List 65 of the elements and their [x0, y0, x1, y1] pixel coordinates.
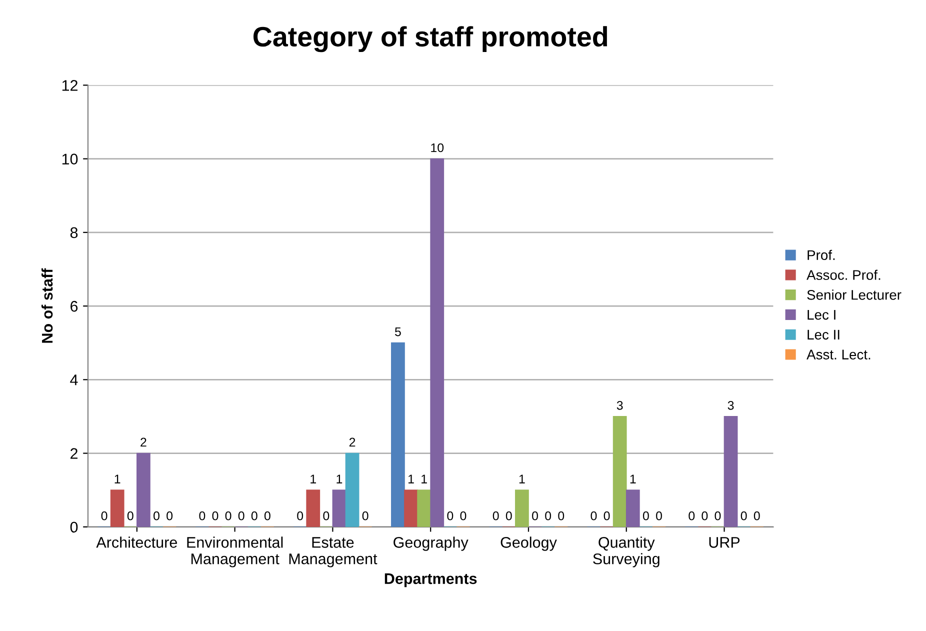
x-tick-label: Quantity Surveying: [593, 536, 660, 568]
y-tick-label: 12: [62, 80, 78, 91]
x-axis-title: Departments: [384, 573, 477, 588]
data-label: 0: [447, 511, 454, 520]
data-label: 0: [558, 511, 564, 520]
data-label: 0: [506, 511, 512, 520]
y-tick-label: 10: [62, 154, 78, 164]
data-label: 0: [101, 511, 108, 520]
y-tick-label: 0: [70, 522, 78, 533]
chart-title: Category of staff promoted: [253, 26, 608, 52]
data-label: 0: [460, 511, 466, 520]
data-label: 0: [297, 511, 304, 520]
data-label: 1: [408, 474, 414, 484]
y-tick-label: 4: [70, 374, 78, 386]
y-axis-title: No of staff: [41, 268, 53, 343]
legend-label: Assoc. Prof.: [806, 270, 880, 280]
data-label: 0: [532, 511, 538, 520]
data-label: 5: [394, 327, 401, 336]
data-label: 0: [714, 511, 721, 520]
data-label: 3: [728, 400, 734, 410]
data-label: 0: [702, 511, 708, 520]
data-label: 0: [642, 511, 649, 520]
y-tick-label: 2: [70, 448, 78, 459]
data-label: 0: [251, 511, 258, 520]
data-label: 0: [225, 511, 232, 520]
data-label: 10: [431, 143, 444, 152]
x-tick-label: Geology: [500, 536, 557, 551]
data-label: 0: [323, 511, 330, 520]
data-label: 0: [238, 511, 244, 520]
data-label: 0: [604, 511, 610, 520]
legend-label: Prof.: [808, 250, 835, 260]
x-tick-label: URP: [709, 537, 740, 548]
data-label: 0: [656, 511, 662, 520]
data-label: 0: [127, 511, 134, 520]
x-tick-label: Estate Management: [289, 537, 378, 568]
data-label: 1: [519, 474, 525, 484]
data-label: 0: [212, 511, 218, 520]
data-label: 0: [740, 511, 747, 520]
y-tick-label: 8: [70, 227, 78, 238]
legend-label: Lec I: [808, 310, 836, 320]
data-label: 1: [114, 474, 120, 484]
data-label: 0: [545, 511, 552, 520]
data-label: 1: [422, 474, 427, 484]
data-label: 2: [140, 438, 146, 447]
data-label: 0: [590, 511, 597, 520]
legend-label: Lec II: [808, 330, 840, 340]
data-label: 0: [154, 511, 160, 520]
x-tick-label: Geography: [394, 536, 468, 551]
data-label: 3: [616, 400, 623, 410]
data-label: 1: [630, 474, 636, 484]
data-label: 0: [754, 511, 760, 520]
x-tick-label: Environmental Management: [187, 536, 283, 568]
data-label: 2: [349, 438, 356, 447]
legend-label: Asst. Lect.: [806, 350, 870, 360]
y-tick-label: 6: [70, 300, 78, 312]
data-label: 0: [362, 511, 368, 520]
data-label: 1: [336, 474, 342, 484]
data-label: 0: [166, 511, 173, 520]
data-label: 0: [199, 511, 206, 520]
data-label: 0: [492, 511, 499, 520]
data-label: 0: [264, 511, 270, 520]
legend-label: Senior Lecturer: [807, 290, 902, 300]
data-label: 0: [688, 511, 695, 520]
x-tick-label: Architecture: [96, 536, 177, 548]
data-label: 1: [310, 474, 316, 484]
